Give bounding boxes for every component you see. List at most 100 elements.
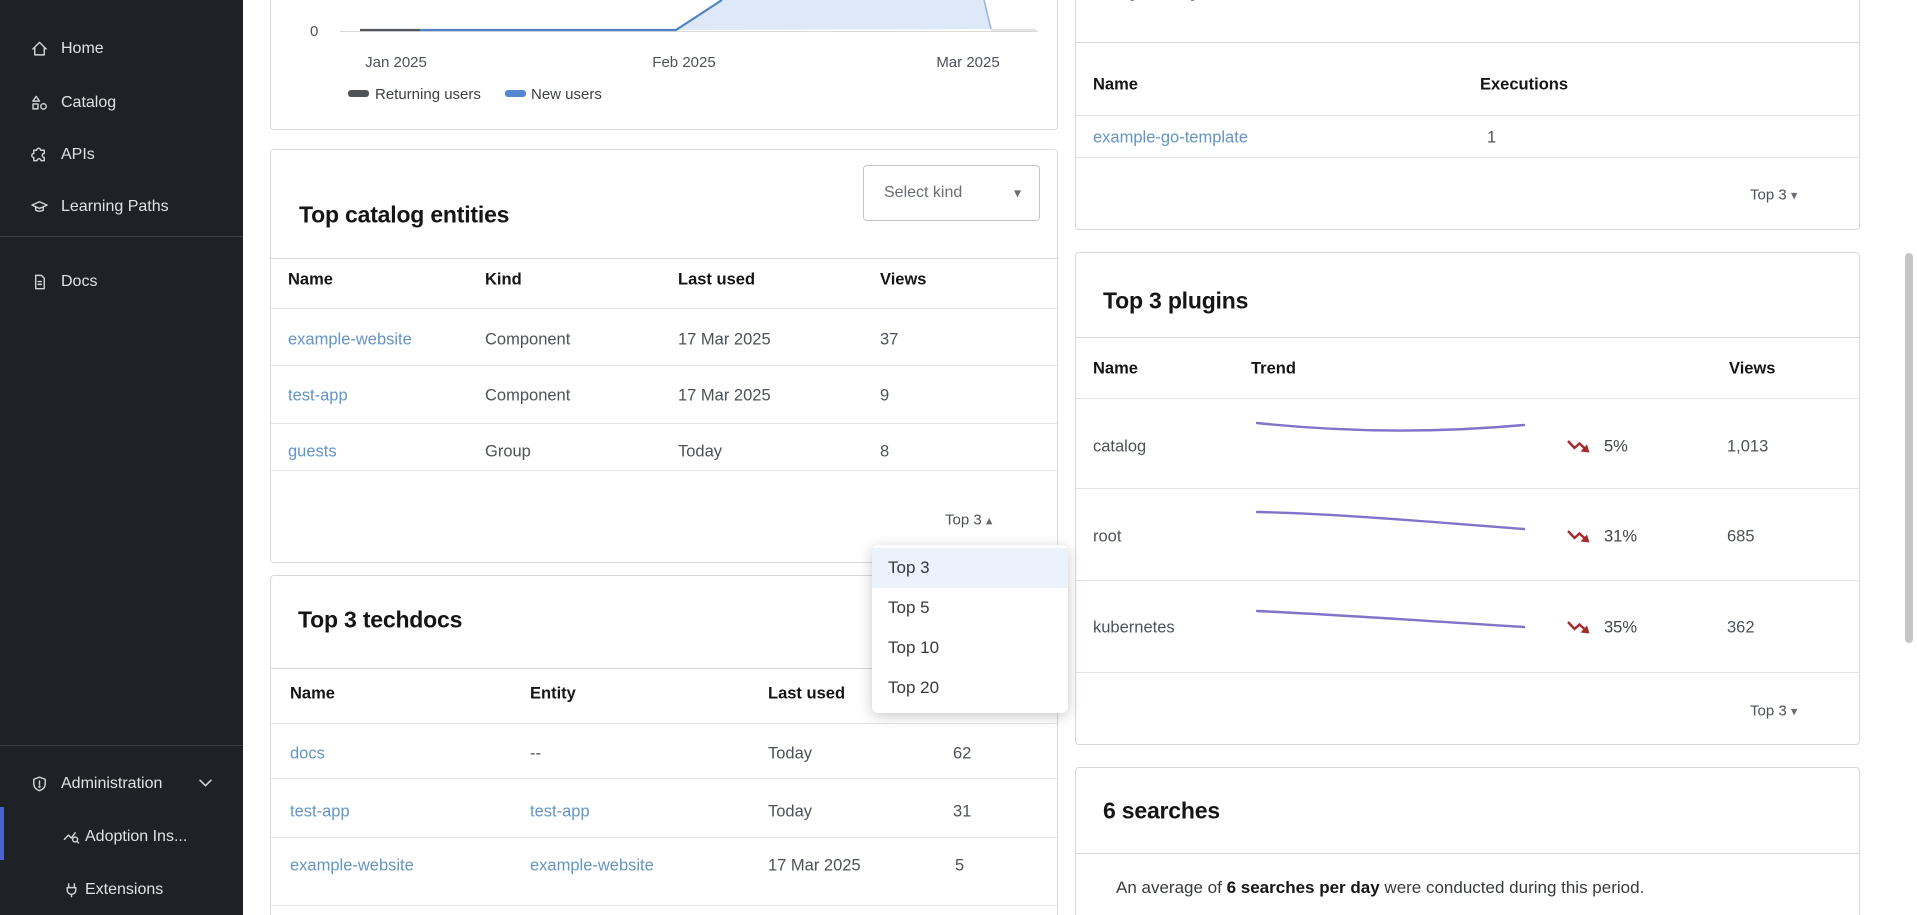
trend-sparkline xyxy=(1256,510,1526,531)
table-cell: Today xyxy=(768,744,813,763)
sidebar-item-docs[interactable]: Docs xyxy=(0,262,243,302)
caret-down-icon: ▾ xyxy=(1790,703,1798,719)
menu-item-top-20[interactable]: Top 20 xyxy=(888,678,940,697)
plugins-topn-dropdown[interactable]: Top 3 ▾ xyxy=(1750,702,1798,720)
table-cell: Component xyxy=(485,330,571,349)
table-cell: 9 xyxy=(880,386,890,405)
divider xyxy=(271,905,1057,906)
sidebar-item-label: Administration xyxy=(61,775,163,792)
administration-icon xyxy=(30,775,49,794)
plugin-name: kubernetes xyxy=(1093,618,1175,637)
sidebar-item-label: Docs xyxy=(61,273,98,290)
trend-down-icon xyxy=(1567,621,1590,634)
column-header-views: Views xyxy=(880,270,927,289)
menu-item-top-3[interactable]: Top 3 xyxy=(872,548,1068,588)
divider xyxy=(1076,488,1859,489)
entity-link[interactable]: guests xyxy=(288,442,337,461)
divider xyxy=(1076,157,1859,158)
column-header-name: Name xyxy=(288,270,333,289)
templates-topn-dropdown[interactable]: Top 3 ▾ xyxy=(1750,186,1798,204)
sidebar-item-extensions[interactable]: Extensions xyxy=(0,870,243,910)
table-cell: 1 xyxy=(1487,128,1497,147)
column-header-views: Views xyxy=(1729,359,1776,378)
templates-card-title: Top templates xyxy=(1103,0,1255,2)
divider xyxy=(1076,580,1859,581)
caret-down-icon: ▾ xyxy=(1790,187,1798,203)
plugins-card-title: Top 3 plugins xyxy=(1103,287,1249,314)
new-users-line xyxy=(420,0,723,32)
template-link[interactable]: example-go-template xyxy=(1093,128,1248,147)
table-cell: 37 xyxy=(880,330,899,349)
users-chart-plot xyxy=(340,0,1038,32)
techdoc-link[interactable]: example-website xyxy=(290,856,414,875)
plugin-name: root xyxy=(1093,527,1122,546)
legend-swatch-new xyxy=(505,90,526,97)
techdocs-card-title: Top 3 techdocs xyxy=(298,606,463,633)
vertical-scrollbar-thumb[interactable] xyxy=(1905,253,1913,643)
sidebar-item-home[interactable]: Home xyxy=(0,29,243,69)
entity-link[interactable]: test-app xyxy=(288,386,348,405)
searches-card-title: 6 searches xyxy=(1103,797,1220,824)
table-cell: 17 Mar 2025 xyxy=(768,856,861,875)
trend-down-icon xyxy=(1567,440,1590,453)
home-icon xyxy=(30,40,49,59)
searches-card xyxy=(1075,767,1860,915)
techdoc-link[interactable]: docs xyxy=(290,744,325,763)
table-cell: 8 xyxy=(880,442,890,461)
x-tick-feb: Feb 2025 xyxy=(652,54,716,71)
sidebar: Home Catalog APIs Learning Paths Docs xyxy=(0,0,243,915)
sidebar-item-administration[interactable]: Administration xyxy=(0,764,243,804)
chevron-down-icon xyxy=(199,775,212,794)
column-header-entity: Entity xyxy=(530,684,576,703)
sidebar-item-apis[interactable]: APIs xyxy=(0,135,243,175)
column-header-trend: Trend xyxy=(1251,359,1296,378)
column-header-last-used: Last used xyxy=(768,684,846,703)
x-tick-mar: Mar 2025 xyxy=(936,54,1000,71)
legend-swatch-returning xyxy=(348,90,369,97)
new-users-area xyxy=(676,0,991,30)
divider xyxy=(1076,672,1859,673)
entity-link[interactable]: example-website xyxy=(288,330,412,349)
trend-percent: 5% xyxy=(1604,437,1628,456)
table-cell: 62 xyxy=(953,744,972,763)
entity-link[interactable]: example-website xyxy=(530,856,654,875)
divider xyxy=(1076,853,1859,854)
column-header-last-used: Last used xyxy=(678,270,756,289)
plugin-views: 685 xyxy=(1727,527,1755,546)
x-tick-jan: Jan 2025 xyxy=(365,54,427,71)
divider xyxy=(271,723,1057,724)
menu-item-top-5[interactable]: Top 5 xyxy=(888,598,930,617)
techdoc-link[interactable]: test-app xyxy=(290,802,350,821)
trend-percent: 35% xyxy=(1604,618,1638,637)
divider xyxy=(271,258,1057,259)
sidebar-item-adoption-insights[interactable]: Adoption Ins... xyxy=(0,817,243,857)
searches-summary-bold: 6 searches per day xyxy=(1226,878,1380,897)
trend-sparkline xyxy=(1256,421,1526,432)
table-cell: Today xyxy=(678,442,723,461)
select-kind-placeholder: Select kind xyxy=(884,184,963,201)
legend-label-new: New users xyxy=(531,86,602,103)
table-cell: 17 Mar 2025 xyxy=(678,386,771,405)
legend-label-returning: Returning users xyxy=(375,86,481,103)
caret-up-icon: ▴ xyxy=(985,512,993,528)
divider xyxy=(1076,398,1859,399)
sidebar-item-label: Learning Paths xyxy=(61,198,169,215)
menu-item-top-10[interactable]: Top 10 xyxy=(888,638,940,657)
docs-icon xyxy=(30,273,49,292)
divider xyxy=(271,423,1057,424)
table-cell: 5 xyxy=(955,856,965,875)
catalog-topn-dropdown[interactable]: Top 3 ▴ xyxy=(945,511,993,529)
table-cell: Group xyxy=(485,442,531,461)
plugins-card xyxy=(1075,252,1860,745)
sidebar-item-catalog[interactable]: Catalog xyxy=(0,83,243,123)
learning-paths-icon xyxy=(30,198,49,217)
divider xyxy=(1076,115,1859,116)
trend-down-icon xyxy=(1567,530,1590,543)
catalog-card-title: Top catalog entities xyxy=(299,201,510,228)
select-kind-dropdown[interactable]: Select kind ▾ xyxy=(863,165,1040,221)
sidebar-item-learning-paths[interactable]: Learning Paths xyxy=(0,187,243,227)
table-cell: Component xyxy=(485,386,571,405)
entity-link[interactable]: test-app xyxy=(530,802,590,821)
divider xyxy=(271,308,1057,309)
adoption-insights-icon xyxy=(62,828,81,847)
